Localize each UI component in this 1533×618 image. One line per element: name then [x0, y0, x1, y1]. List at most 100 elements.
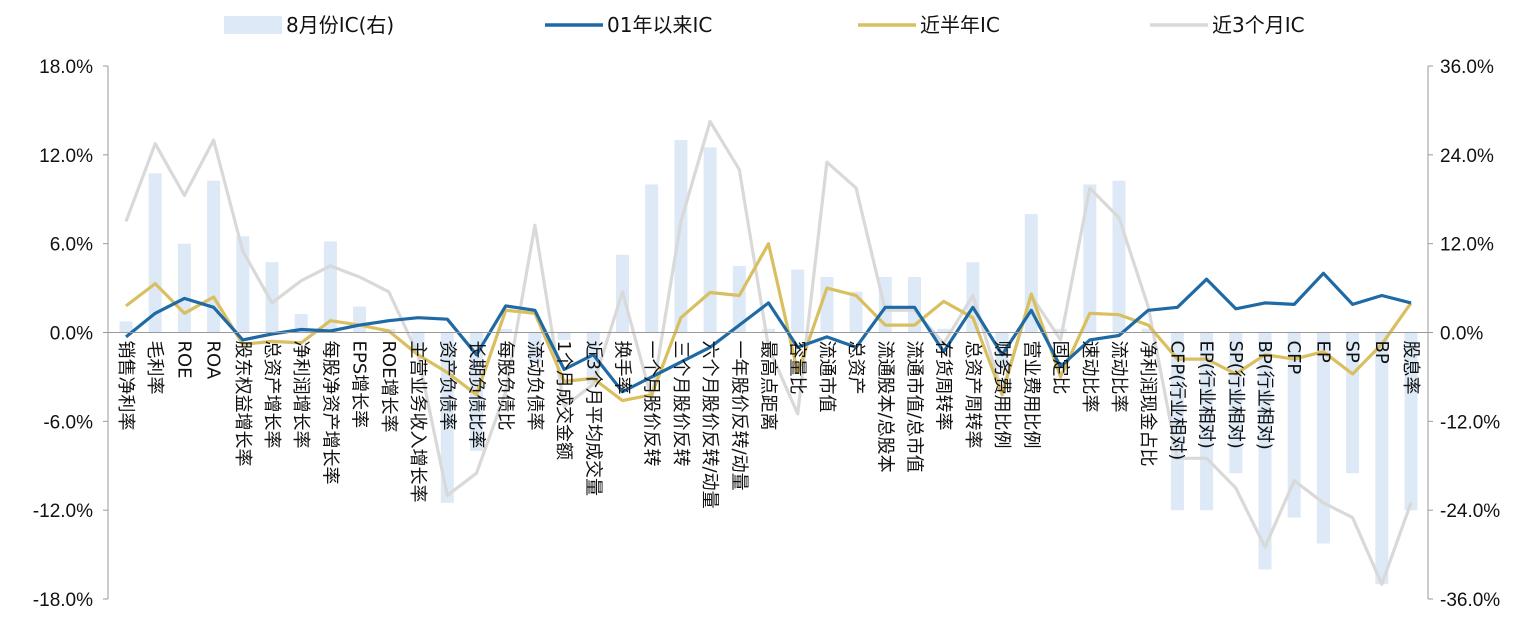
bar-6: [294, 314, 308, 333]
category-label-23: 容量比: [787, 341, 808, 395]
bar-8: [353, 306, 367, 333]
category-label-31: 营业费用比例: [1020, 341, 1041, 449]
legend-label-2: 近半年IC: [920, 13, 1000, 37]
legend-label-1: 01年以来IC: [607, 13, 712, 37]
right-tick-label: -12.0%: [1440, 412, 1500, 433]
right-tick-label: 0.0%: [1440, 324, 1483, 345]
category-label-17: 换手率: [612, 341, 633, 395]
bar-38: [1229, 332, 1243, 474]
bar-5: [265, 262, 279, 333]
category-label-19: 三个月股价反转: [670, 341, 691, 467]
right-tick-label: -24.0%: [1440, 501, 1500, 522]
right-tick-label: -36.0%: [1440, 590, 1500, 611]
category-label-26: 流通股本/总股本: [874, 341, 895, 473]
bar-10: [411, 332, 425, 348]
right-tick-label: 12.0%: [1440, 235, 1494, 256]
category-label-9: ROE增长率: [378, 341, 399, 433]
category-label-2: ROE: [173, 341, 194, 379]
line-series-3: [124, 119, 1413, 586]
category-label-36: CFP(行业相对): [1166, 341, 1187, 461]
category-label-30: 财务费用比例: [991, 341, 1012, 449]
category-label-37: EP(行业相对): [1196, 341, 1217, 449]
bar-42: [1346, 332, 1360, 474]
category-label-11: 资产负债率: [436, 341, 457, 431]
category-label-44: 股息率: [1400, 341, 1421, 395]
bar-3: [207, 180, 221, 333]
category-label-32: 固定比: [1050, 341, 1071, 395]
category-label-18: 一个月股价反转: [641, 341, 662, 467]
left-tick-label: 0.0%: [50, 324, 93, 345]
category-label-7: 每股净资产增长率: [319, 341, 340, 485]
category-label-34: 流动比率: [1108, 341, 1129, 413]
bar-20: [703, 147, 717, 333]
category-label-42: SP: [1342, 341, 1363, 363]
bar-41: [1316, 332, 1330, 544]
left-tick-label: 6.0%: [50, 235, 93, 256]
bar-25: [849, 291, 863, 333]
bar-18: [645, 184, 659, 333]
category-label-13: 每股负债比: [495, 341, 516, 431]
bar-27: [908, 277, 921, 333]
category-label-16: 近3个月平均成交量: [582, 341, 603, 496]
bar-2: [177, 243, 191, 333]
category-label-24: 流通市值: [816, 341, 837, 413]
bar-39: [1258, 332, 1272, 570]
bar-series: [119, 140, 1418, 585]
bar-13: [499, 328, 513, 333]
bar-33: [1083, 184, 1097, 333]
bar-22: [762, 328, 775, 333]
legend-label-3: 近3个月IC: [1212, 13, 1305, 37]
bar-32: [1054, 328, 1067, 333]
category-label-0: 销售净利率: [115, 341, 136, 431]
category-label-21: 一年股价反转/动量: [728, 341, 749, 491]
category-label-10: 主营业务收入增长率: [407, 341, 428, 503]
category-label-41: EP: [1312, 341, 1333, 363]
line-series: [124, 119, 1413, 586]
bar-35: [1141, 328, 1155, 333]
category-label-20: 六个月股价反转/动量: [699, 341, 720, 509]
bar-4: [236, 236, 250, 333]
category-label-25: 总资产: [845, 341, 866, 395]
category-label-5: 总资产增长率: [261, 341, 282, 449]
bar-1: [148, 173, 162, 333]
legend-swatch-0: [224, 16, 282, 34]
category-label-38: SP(行业相对): [1225, 341, 1246, 449]
line-series-1: [124, 271, 1412, 394]
bar-24: [820, 277, 834, 333]
line-series-2: [125, 242, 1413, 403]
category-label-6: 净利润增长率: [290, 341, 311, 449]
category-label-27: 流通市值/总市值: [904, 341, 925, 473]
bar-14: [528, 332, 542, 363]
bar-28: [937, 328, 951, 333]
bar-21: [732, 265, 746, 333]
bar-43: [1375, 332, 1389, 585]
category-label-29: 总资产周转率: [962, 341, 983, 449]
bar-19: [674, 140, 688, 333]
category-label-39: BP(行业相对): [1254, 341, 1275, 450]
left-tick-label: -18.0%: [33, 590, 93, 611]
bar-0: [119, 321, 133, 333]
bar-40: [1287, 332, 1301, 518]
bar-15: [557, 332, 571, 340]
left-tick-label: -12.0%: [33, 501, 93, 522]
bar-44: [1404, 332, 1418, 511]
bar-34: [1112, 180, 1126, 333]
category-label-12: 长期负债比率: [466, 341, 487, 449]
left-tick-label: -6.0%: [43, 412, 93, 433]
category-label-8: EPS增长率: [349, 341, 370, 429]
category-label-28: 存货周转率: [933, 341, 954, 431]
left-tick-label: 12.0%: [39, 146, 93, 167]
right-tick-label: 36.0%: [1440, 57, 1494, 78]
bar-23: [791, 269, 805, 333]
bar-30: [995, 332, 1009, 370]
bar-36: [1170, 332, 1184, 511]
bar-7: [323, 241, 337, 333]
legend: 8月份IC(右) 01年以来IC 近半年IC 近3个月IC: [224, 13, 1305, 37]
category-label-3: ROA: [203, 341, 224, 380]
legend-label-0: 8月份IC(右): [286, 13, 394, 37]
category-label-14: 流动负债率: [524, 341, 545, 431]
category-labels: 销售净利率 毛利率 ROE ROA 股东权益增长率 总资产增长率 净利润增长率 每股净资产增长…: [115, 341, 1421, 509]
category-label-4: 股东权益增长率: [232, 341, 253, 467]
category-label-43: BP: [1371, 341, 1392, 364]
